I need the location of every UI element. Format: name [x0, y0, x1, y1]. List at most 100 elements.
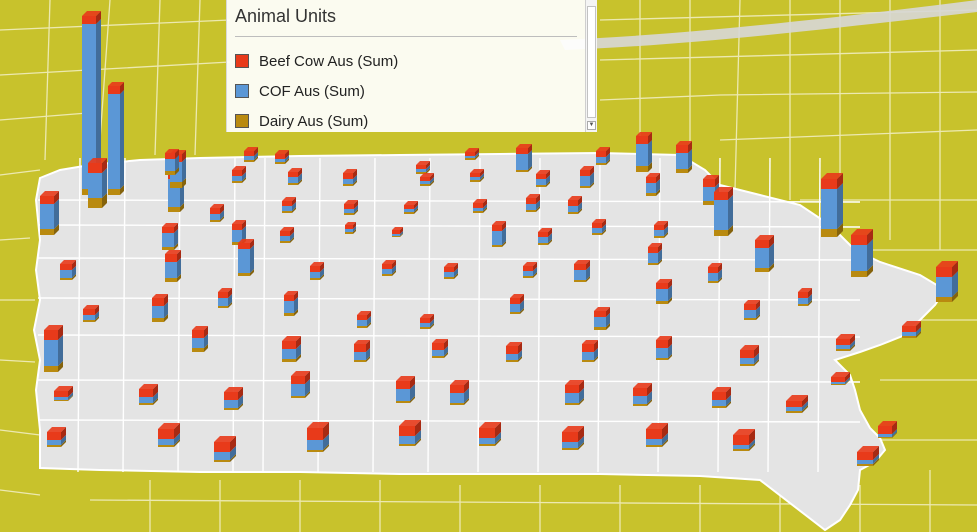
county-bar[interactable] [562, 426, 584, 450]
county-bar[interactable] [432, 339, 448, 358]
county-bar[interactable] [594, 307, 610, 330]
county-bar[interactable] [54, 386, 73, 401]
county-bar[interactable] [936, 261, 958, 302]
county-bar[interactable] [836, 334, 855, 351]
county-bar[interactable] [755, 235, 774, 272]
county-bar[interactable] [420, 173, 434, 186]
county-bar[interactable] [382, 260, 396, 276]
county-bar[interactable] [192, 326, 208, 352]
county-bar[interactable] [708, 263, 722, 283]
county-bar[interactable] [280, 227, 294, 243]
legend-scrollbar[interactable]: ▼ [585, 0, 597, 132]
county-bar[interactable] [444, 263, 458, 279]
county-bar[interactable] [714, 187, 733, 236]
legend-item-beef-cow[interactable]: Beef Cow Aus (Sum) [235, 46, 398, 76]
county-bar[interactable] [740, 345, 759, 366]
county-bar[interactable] [516, 144, 532, 172]
county-bar[interactable] [526, 194, 540, 212]
county-bar[interactable] [82, 11, 101, 195]
county-bar[interactable] [676, 141, 692, 173]
county-bar[interactable] [465, 148, 479, 160]
county-bar[interactable] [857, 446, 879, 466]
county-bar[interactable] [238, 239, 254, 276]
county-bar[interactable] [165, 250, 181, 282]
chevron-down-icon[interactable]: ▼ [587, 121, 596, 130]
county-bar[interactable] [282, 336, 301, 362]
county-bar[interactable] [158, 423, 180, 447]
county-bar[interactable] [786, 395, 808, 413]
county-bar[interactable] [902, 321, 921, 338]
county-bar[interactable] [343, 169, 357, 186]
county-bar[interactable] [139, 384, 158, 405]
county-bar[interactable] [574, 260, 590, 282]
county-bar[interactable] [821, 173, 843, 237]
county-bar[interactable] [851, 229, 873, 277]
county-bar[interactable] [470, 169, 484, 182]
county-bar[interactable] [646, 173, 660, 196]
county-bar[interactable] [633, 383, 652, 406]
county-bar[interactable] [416, 161, 430, 174]
county-bar[interactable] [636, 132, 652, 172]
county-bar[interactable] [354, 340, 370, 362]
county-bar[interactable] [60, 260, 76, 280]
legend-item-cof[interactable]: COF Aus (Sum) [235, 76, 398, 106]
county-bar[interactable] [307, 422, 329, 452]
county-bar[interactable] [656, 279, 672, 304]
county-bar[interactable] [450, 380, 469, 405]
county-bar[interactable] [275, 150, 289, 164]
county-bar[interactable] [831, 372, 850, 385]
county-bar[interactable] [712, 387, 731, 408]
county-bar[interactable] [565, 380, 584, 405]
county-bar[interactable] [568, 196, 582, 214]
county-bar[interactable] [284, 291, 298, 316]
county-bar[interactable] [152, 294, 168, 322]
county-bar[interactable] [345, 222, 356, 234]
county-bar[interactable] [538, 228, 552, 245]
county-bar[interactable] [646, 423, 668, 447]
county-bar[interactable] [506, 342, 522, 362]
county-bar[interactable] [44, 325, 63, 372]
county-bar[interactable] [357, 311, 371, 328]
county-bar[interactable] [344, 200, 358, 215]
county-bar[interactable] [648, 243, 662, 265]
county-bar[interactable] [40, 191, 59, 235]
county-bar[interactable] [399, 420, 421, 446]
county-bar[interactable] [282, 197, 296, 213]
county-bar[interactable] [310, 262, 324, 280]
county-bar[interactable] [218, 288, 232, 308]
legend-item-dairy[interactable]: Dairy Aus (Sum) [235, 106, 398, 136]
legend-scroll-thumb[interactable] [587, 6, 596, 118]
county-bar[interactable] [798, 288, 812, 306]
county-bar[interactable] [523, 262, 537, 278]
county-bar[interactable] [162, 223, 178, 250]
county-bar[interactable] [232, 166, 246, 183]
county-bar[interactable] [536, 170, 550, 187]
county-bar[interactable] [582, 340, 598, 362]
county-bar[interactable] [224, 387, 243, 410]
county-bar[interactable] [592, 219, 606, 235]
county-bar[interactable] [291, 371, 310, 398]
county-bar[interactable] [744, 300, 760, 320]
county-bar[interactable] [580, 166, 594, 188]
county-bar[interactable] [654, 221, 668, 238]
county-bar[interactable] [878, 421, 897, 438]
county-bar[interactable] [244, 147, 258, 162]
county-bar[interactable] [479, 422, 501, 446]
county-bar[interactable] [420, 314, 434, 329]
county-bar[interactable] [165, 149, 179, 175]
county-bar[interactable] [510, 294, 524, 314]
county-bar[interactable] [404, 201, 418, 214]
county-bar[interactable] [288, 168, 302, 185]
county-bar[interactable] [396, 376, 415, 403]
county-bar[interactable] [210, 204, 224, 222]
county-bar[interactable] [214, 436, 236, 462]
county-bar[interactable] [492, 221, 506, 247]
county-bar[interactable] [656, 336, 672, 360]
county-bar[interactable] [83, 305, 99, 322]
county-bar[interactable] [596, 147, 610, 165]
county-bar[interactable] [392, 227, 403, 237]
county-bar[interactable] [47, 427, 66, 447]
county-bar[interactable] [88, 158, 107, 208]
county-bar[interactable] [733, 429, 755, 451]
county-bar[interactable] [108, 82, 124, 195]
